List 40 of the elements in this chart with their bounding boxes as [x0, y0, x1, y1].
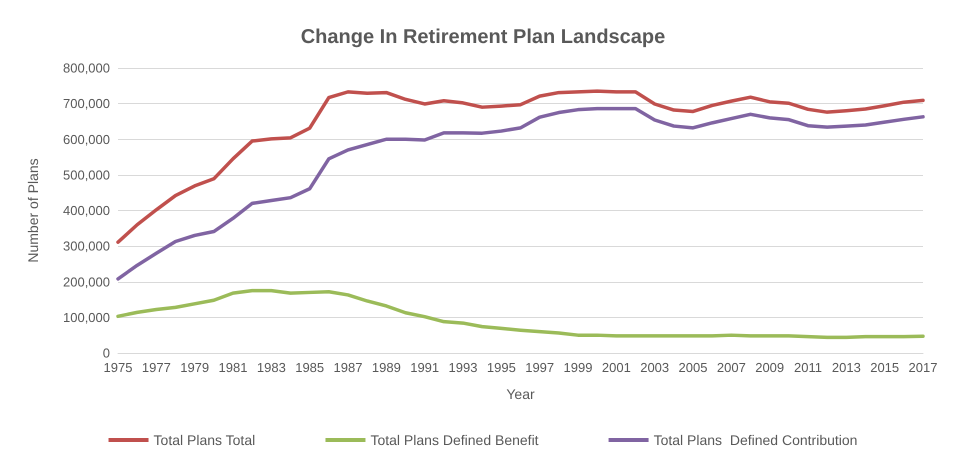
y-tick-label: 500,000: [63, 167, 110, 182]
x-tick-label: 2009: [755, 360, 784, 375]
x-tick-label: 1977: [142, 360, 171, 375]
legend-label: Total Plans Defined Contribution: [654, 432, 858, 448]
line-series: [116, 89, 925, 244]
x-tick-label: 2017: [908, 360, 938, 375]
x-tick-label: 1975: [104, 360, 132, 375]
y-tick-label: 400,000: [63, 203, 110, 218]
x-tick-label: 1979: [180, 360, 210, 375]
x-tick-label: 1985: [295, 360, 324, 375]
x-tick-label: 1995: [486, 360, 516, 375]
x-tick-label: 2001: [602, 360, 631, 375]
y-axis-title: Number of Plans: [25, 158, 41, 263]
y-tick-label: 200,000: [63, 274, 110, 290]
y-tick-label: 100,000: [63, 310, 110, 325]
y-tick-label: 0: [102, 346, 110, 360]
x-tick-label: 1999: [564, 360, 592, 375]
x-tick-label: 1989: [372, 360, 401, 375]
x-tick-label: 2011: [794, 360, 822, 375]
x-tick-label: 2015: [870, 360, 900, 375]
line-series: [116, 106, 925, 281]
line-series: [116, 288, 925, 340]
x-tick-label: 1983: [256, 360, 286, 375]
x-tick-label: 2007: [716, 360, 746, 375]
legend-label: Total Plans Total: [154, 432, 256, 448]
x-axis-title: Year: [506, 386, 535, 402]
y-tick-label: 800,000: [63, 60, 110, 76]
x-tick-label: 1987: [334, 360, 362, 375]
y-tick-label: 300,000: [63, 238, 110, 254]
x-tick-label: 1997: [525, 360, 554, 375]
y-tick-label: 700,000: [63, 96, 110, 112]
y-tick-label: 600,000: [63, 132, 110, 147]
chart-title: Change In Retirement Plan Landscape: [300, 26, 666, 48]
x-tick-label: 2005: [678, 360, 708, 375]
legend-label: Total Plans Defined Benefit: [370, 432, 539, 448]
x-tick-label: 2003: [640, 360, 670, 375]
x-tick-label: 2013: [832, 360, 861, 375]
x-tick-label: 1991: [410, 360, 440, 375]
x-tick-label: 1993: [448, 360, 478, 375]
x-tick-label: 1981: [218, 360, 248, 375]
